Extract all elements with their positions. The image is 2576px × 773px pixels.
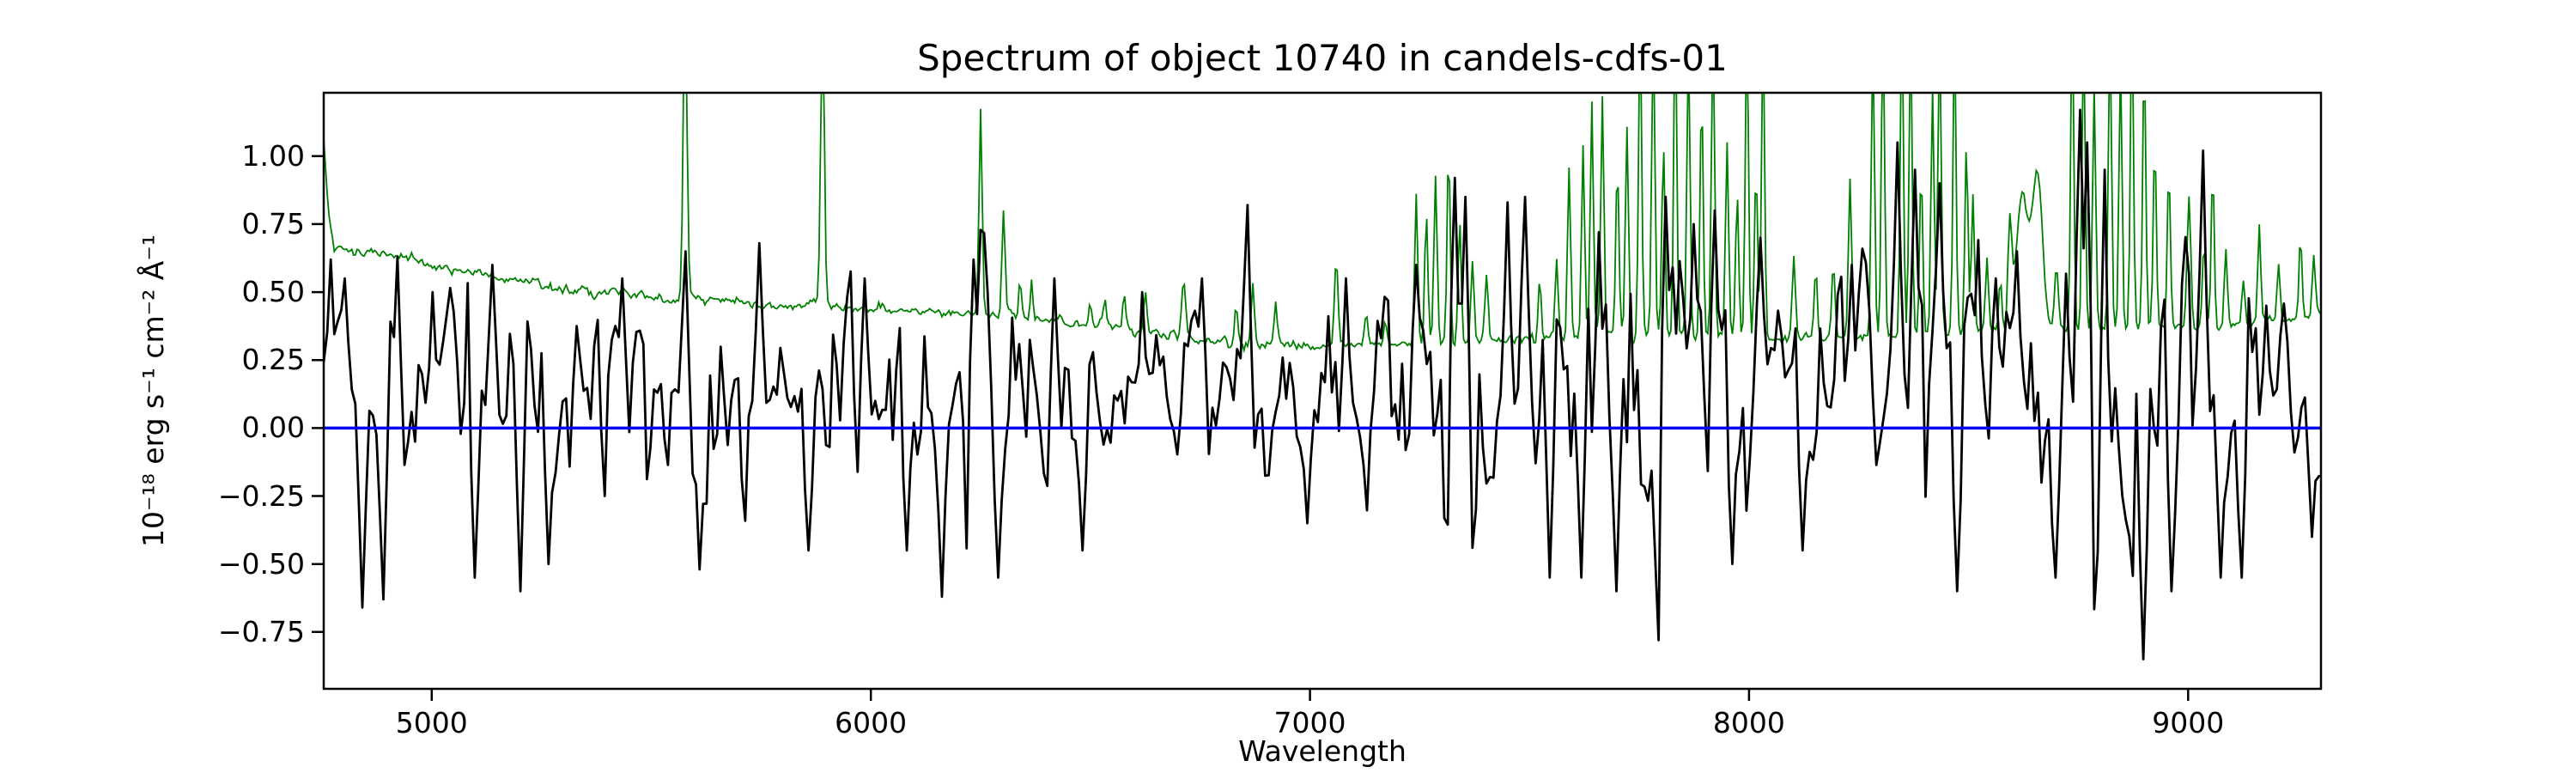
- x-tick-label-9000: 9000: [2152, 706, 2225, 740]
- x-tick-label-8000: 8000: [1712, 706, 1785, 740]
- x-tick-label-7000: 7000: [1273, 706, 1346, 740]
- flux-spectrum-line: [324, 108, 2321, 660]
- y-tick-label-−0.25: −0.25: [217, 478, 305, 513]
- x-tick-label-5000: 5000: [395, 706, 468, 740]
- y-tick-label-0.75: 0.75: [241, 206, 305, 240]
- y-tick-label-0.25: 0.25: [241, 343, 305, 377]
- plot-title: Spectrum of object 10740 in candels-cdfs…: [917, 37, 1728, 79]
- y-tick-label-1.00: 1.00: [241, 138, 305, 173]
- y-axis-ticks: [312, 155, 324, 634]
- y-tick-label-−0.75: −0.75: [217, 614, 305, 648]
- noise-spectrum-line: [324, 93, 2321, 354]
- y-tick-label-0.00: 0.00: [241, 411, 305, 445]
- x-tick-label-6000: 6000: [835, 706, 908, 740]
- plot-border: [322, 91, 2323, 691]
- y-tick-label-−0.50: −0.50: [217, 546, 305, 581]
- y-tick-label-0.50: 0.50: [241, 275, 305, 309]
- x-axis-label: Wavelength: [1238, 734, 1406, 768]
- x-axis-ticks: [430, 689, 2190, 701]
